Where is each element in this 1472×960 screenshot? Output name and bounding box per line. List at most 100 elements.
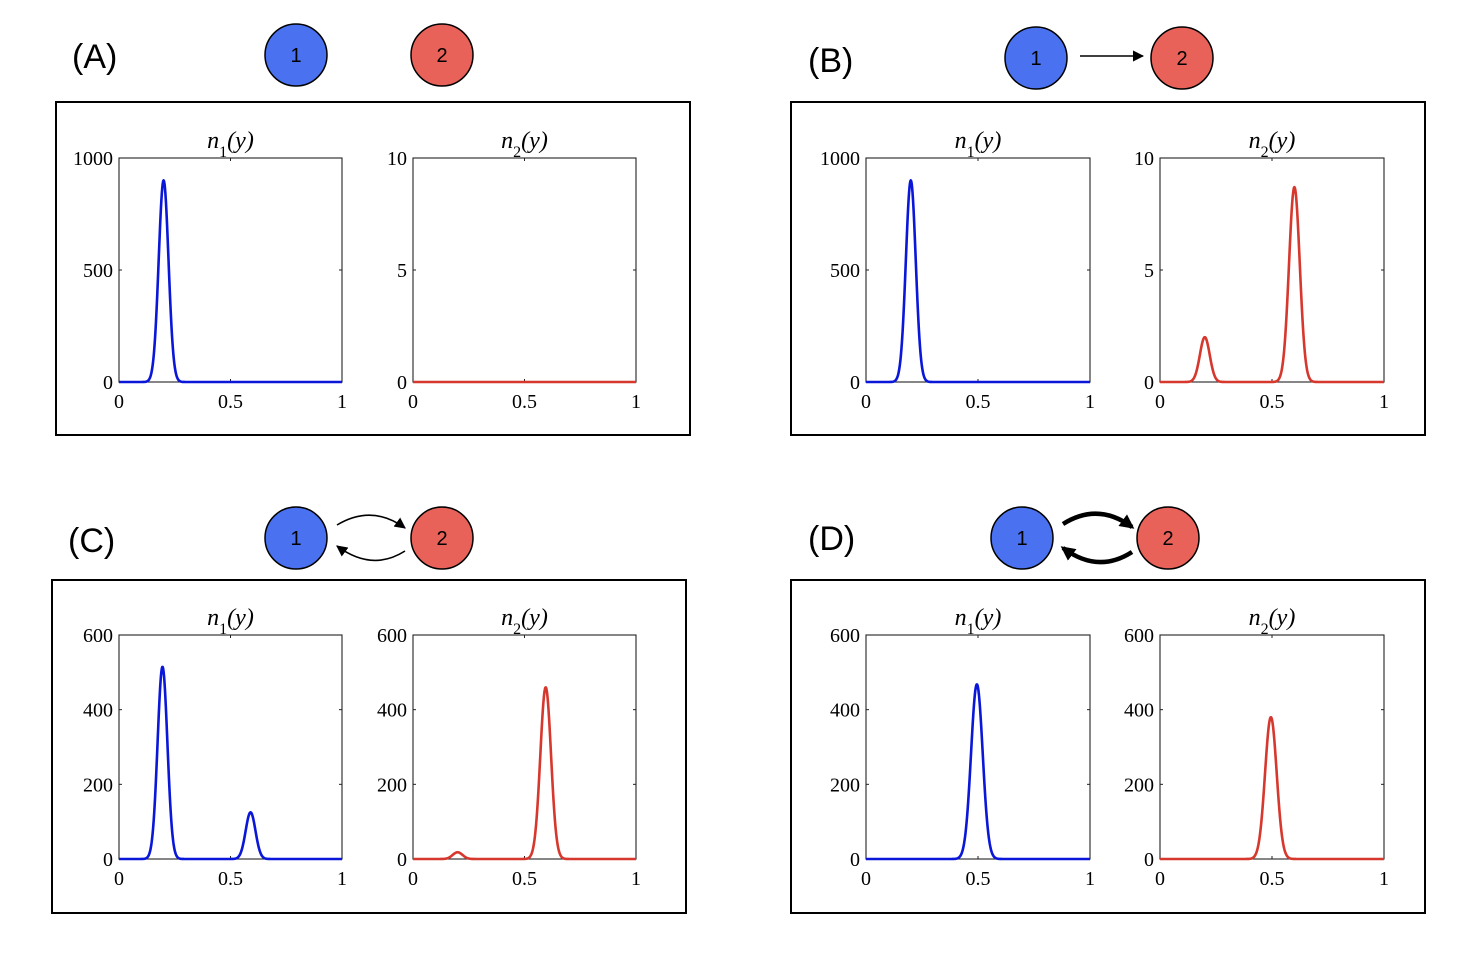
x-tick-label: 0 bbox=[408, 868, 418, 890]
subplot: n1(y) 0 0.5 1 0 500 1000 bbox=[820, 128, 1095, 413]
x-tick-label: 0 bbox=[114, 868, 124, 890]
y-tick-label: 10 bbox=[387, 148, 407, 170]
network-diagram: 1 2 bbox=[264, 23, 474, 87]
x-tick-label: 1 bbox=[631, 868, 641, 890]
x-tick-label: 0.5 bbox=[966, 868, 991, 890]
arrow-1-to-2 bbox=[336, 514, 406, 529]
panel-label: (D) bbox=[808, 520, 855, 558]
y-tick-label: 600 bbox=[1124, 625, 1154, 647]
x-tick-label: 1 bbox=[631, 391, 641, 413]
series-line-n1 bbox=[865, 179, 1091, 384]
subplot: n1(y) 0 0.5 1 0 200 400 600 bbox=[830, 605, 1095, 890]
x-tick-label: 0 bbox=[861, 391, 871, 413]
series-line-n1 bbox=[118, 665, 343, 861]
node-2-label: 2 bbox=[436, 45, 447, 67]
y-tick-label: 0 bbox=[850, 372, 860, 394]
axes-box bbox=[412, 634, 637, 860]
y-tick-label: 200 bbox=[83, 774, 113, 796]
node-2-label: 2 bbox=[1176, 48, 1187, 70]
x-tick-label: 0 bbox=[1155, 868, 1165, 890]
axes-box bbox=[865, 157, 1091, 383]
axes-box bbox=[1159, 157, 1385, 383]
subplot-title: n2(y) bbox=[1249, 605, 1296, 638]
panel-c: (C) 1 2 bbox=[51, 506, 687, 914]
panel-frame bbox=[790, 101, 1426, 436]
panel-label: (C) bbox=[68, 522, 115, 560]
network-diagram: 1 2 bbox=[264, 506, 474, 570]
y-tick-label: 1000 bbox=[820, 148, 860, 170]
panel-a: (A) 1 2 bbox=[55, 23, 691, 436]
y-tick-label: 400 bbox=[1124, 700, 1154, 722]
x-tick-label: 0 bbox=[861, 868, 871, 890]
node-1 bbox=[1004, 26, 1068, 90]
axes-box bbox=[865, 634, 1091, 860]
y-tick-label: 0 bbox=[103, 849, 113, 871]
panel-d: (D) 1 2 bbox=[790, 506, 1426, 914]
axes-box bbox=[412, 157, 637, 383]
subplot-title: n2(y) bbox=[501, 605, 548, 638]
node-1-label: 1 bbox=[290, 528, 301, 550]
y-tick-label: 0 bbox=[103, 372, 113, 394]
x-tick-label: 0 bbox=[1155, 391, 1165, 413]
y-tick-label: 5 bbox=[1144, 260, 1154, 282]
series-line-n2 bbox=[1159, 185, 1385, 384]
x-tick-label: 0.5 bbox=[512, 868, 537, 890]
y-tick-label: 400 bbox=[83, 700, 113, 722]
network-diagram: 1 2 bbox=[990, 506, 1200, 570]
y-tick-label: 400 bbox=[830, 700, 860, 722]
subplot: n2(y) 0 0.5 1 0 200 400 600 bbox=[377, 605, 641, 890]
panel-frame bbox=[790, 579, 1426, 914]
y-tick-label: 0 bbox=[1144, 372, 1154, 394]
y-tick-label: 0 bbox=[397, 849, 407, 871]
series-line-n1 bbox=[865, 683, 1091, 861]
panel-b: (B) 1 2 bbox=[790, 26, 1426, 436]
x-tick-label: 1 bbox=[1085, 868, 1095, 890]
x-tick-label: 1 bbox=[337, 391, 347, 413]
panel-label: (A) bbox=[72, 38, 117, 76]
node-1-label: 1 bbox=[1030, 48, 1041, 70]
subplot-title: n1(y) bbox=[207, 605, 254, 638]
subplot: n1(y) 0 0.5 1 0 200 400 600 bbox=[83, 605, 347, 890]
y-tick-label: 0 bbox=[397, 372, 407, 394]
panel-label: (B) bbox=[808, 42, 853, 80]
panel-frame bbox=[51, 579, 687, 914]
x-tick-label: 0 bbox=[114, 391, 124, 413]
y-tick-label: 200 bbox=[377, 774, 407, 796]
node-1 bbox=[264, 506, 328, 570]
subplot-title: n1(y) bbox=[207, 128, 254, 161]
series-line-n2 bbox=[412, 686, 637, 861]
x-tick-label: 1 bbox=[1379, 391, 1389, 413]
node-1 bbox=[990, 506, 1054, 570]
y-tick-label: 200 bbox=[830, 774, 860, 796]
y-tick-label: 500 bbox=[83, 260, 113, 282]
x-tick-label: 1 bbox=[1085, 391, 1095, 413]
node-2 bbox=[410, 506, 474, 570]
series-line-n2 bbox=[1159, 715, 1385, 861]
series-line-n1 bbox=[118, 179, 343, 384]
subplot-title: n2(y) bbox=[501, 128, 548, 161]
y-tick-label: 400 bbox=[377, 700, 407, 722]
arrow-2-to-1 bbox=[1060, 546, 1134, 565]
subplot: n2(y) 0 0.5 1 0 200 400 600 bbox=[1124, 605, 1389, 890]
x-tick-label: 0.5 bbox=[512, 391, 537, 413]
node-2-label: 2 bbox=[1162, 528, 1173, 550]
y-tick-label: 600 bbox=[377, 625, 407, 647]
subplot-title: n1(y) bbox=[955, 128, 1002, 161]
axes-box bbox=[1159, 634, 1385, 860]
node-2 bbox=[1136, 506, 1200, 570]
y-tick-label: 5 bbox=[397, 260, 407, 282]
y-tick-label: 600 bbox=[83, 625, 113, 647]
node-1-label: 1 bbox=[1016, 528, 1027, 550]
x-tick-label: 0.5 bbox=[966, 391, 991, 413]
y-tick-label: 0 bbox=[850, 849, 860, 871]
subplot-title: n2(y) bbox=[1249, 128, 1296, 161]
axes-box bbox=[118, 157, 343, 383]
x-tick-label: 1 bbox=[337, 868, 347, 890]
node-2-label: 2 bbox=[436, 528, 447, 550]
node-2 bbox=[1150, 26, 1214, 90]
arrow-2-to-1 bbox=[336, 545, 406, 562]
